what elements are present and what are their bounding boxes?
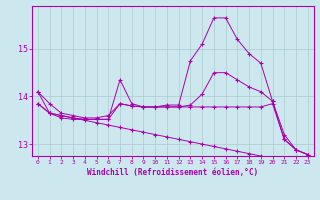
X-axis label: Windchill (Refroidissement éolien,°C): Windchill (Refroidissement éolien,°C): [87, 168, 258, 177]
